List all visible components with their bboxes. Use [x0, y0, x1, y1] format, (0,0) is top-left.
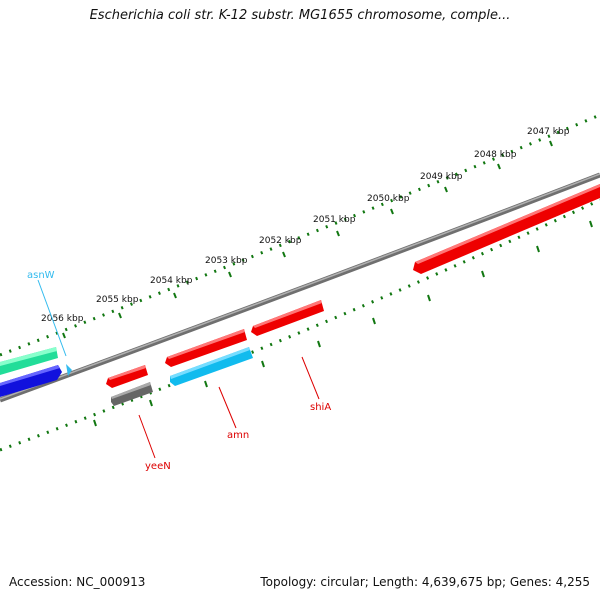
tick-label: 2050 kbp [367, 194, 410, 204]
gene-blue[interactable] [0, 365, 62, 397]
tick-label: 2054 kbp [150, 276, 193, 286]
backbone [0, 172, 600, 403]
reverse-genes [111, 347, 253, 406]
tick-label: 2047 kbp [527, 127, 570, 137]
gene-label-amn: amn [227, 430, 249, 441]
backbone-line [0, 172, 600, 403]
outer-ticks [0, 113, 600, 357]
major-tick [549, 140, 553, 147]
major-tick [497, 163, 501, 170]
leader-shiA [301, 356, 320, 400]
topology-summary: Topology: circular; Length: 4,639,675 bp… [260, 575, 590, 589]
gene-forward-highlight [108, 365, 146, 380]
outer-tick-minor [0, 113, 600, 357]
gene-label-asnW: asnW [27, 270, 55, 281]
gene-label-shiA: shiA [310, 402, 331, 413]
gene-forward-highlight [415, 184, 600, 264]
gene-forward-highlight [167, 329, 245, 359]
major-tick [390, 208, 394, 215]
label-leaders [37, 279, 320, 459]
inner-ticks [0, 198, 600, 452]
major-tick [372, 317, 376, 325]
gene-blue-highlight [0, 365, 60, 386]
major-tick [481, 270, 485, 278]
gene-forward-highlight [253, 300, 322, 328]
major-tick [149, 399, 153, 407]
major-ticks [62, 140, 553, 339]
accession-text: Accession: NC_000913 [9, 575, 146, 589]
major-tick [536, 245, 540, 253]
tick-label: 2049 kbp [420, 172, 463, 182]
map-title: Escherichia coli str. K-12 substr. MG165… [89, 8, 511, 23]
gene-cyan-highlight [170, 347, 250, 379]
leader-yeeN [138, 414, 156, 459]
tick-label: 2055 kbp [96, 295, 139, 305]
major-tick [228, 271, 232, 278]
tick-label: 2051 kbp [313, 215, 356, 225]
gene-gray-highlight [111, 382, 151, 399]
leader-amn [218, 386, 237, 429]
tick-label: 2052 kbp [259, 236, 302, 246]
major-tick [93, 419, 97, 427]
major-tick [444, 186, 448, 193]
major-tick [261, 360, 265, 368]
major-tick [173, 292, 177, 299]
major-tick [118, 312, 122, 319]
inner-major-ticks [93, 220, 593, 427]
gene-rna-green-highlight [0, 347, 57, 366]
major-tick [336, 230, 340, 237]
inner-tick-minor [0, 198, 600, 452]
gene-marker[interactable] [66, 364, 72, 376]
major-tick [204, 380, 208, 388]
major-tick [282, 251, 286, 258]
gene-cyan[interactable] [170, 347, 253, 386]
leader-asnW [37, 279, 67, 357]
tick-label: 2056 kbp [41, 314, 84, 324]
gene-labels: asnW yeeN amn shiA [27, 270, 331, 472]
tick-label: 2048 kbp [474, 150, 517, 160]
gene-label-yeeN: yeeN [145, 461, 171, 472]
forward-genes [0, 184, 600, 397]
backbone-highlight [0, 173, 600, 400]
major-tick [589, 220, 593, 228]
major-tick [62, 332, 66, 339]
major-tick [317, 340, 321, 348]
tick-labels: 2047 kbp 2048 kbp 2049 kbp 2050 kbp 2051… [41, 127, 570, 324]
tick-label: 2053 kbp [205, 256, 248, 266]
major-tick [427, 294, 431, 302]
